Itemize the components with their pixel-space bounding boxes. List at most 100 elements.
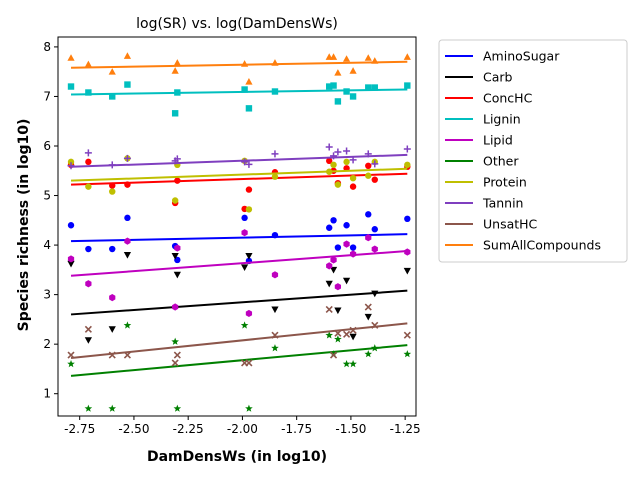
series-unsathc	[67, 303, 411, 367]
trend-line	[70, 344, 408, 377]
data-point	[240, 264, 249, 271]
legend-label: Carb	[483, 70, 513, 85]
data-point	[67, 260, 75, 268]
data-point	[349, 67, 357, 74]
data-point	[109, 293, 116, 302]
x-tick-label: -1.50	[335, 422, 366, 436]
data-point	[334, 148, 342, 156]
x-tick-label: -1.75	[281, 422, 312, 436]
data-point	[326, 262, 333, 270]
legend-item-lipid: Lipid	[445, 133, 513, 148]
data-point	[371, 84, 378, 91]
y-tick-label: 8	[43, 40, 51, 54]
legend-label: AminoSugar	[483, 49, 560, 64]
series-lipid	[67, 229, 411, 318]
data-point	[241, 86, 248, 93]
data-point	[85, 89, 92, 96]
data-point	[240, 321, 249, 329]
x-tick-label: -1.25	[390, 422, 421, 436]
data-point	[343, 222, 350, 229]
data-point	[325, 143, 333, 151]
data-point	[365, 162, 372, 170]
data-point	[171, 337, 179, 345]
y-tick-label: 5	[43, 189, 51, 203]
data-point	[404, 82, 411, 89]
legend: AminoSugar Carb ConcHC Lignin Lipid Other Prot…	[438, 39, 628, 263]
trend-line	[71, 88, 408, 96]
data-point	[245, 206, 253, 213]
series-other	[67, 321, 412, 412]
data-point	[171, 67, 179, 74]
data-point	[245, 160, 253, 168]
data-point	[67, 83, 75, 90]
data-point	[404, 161, 411, 169]
y-tick-label: 4	[43, 238, 51, 252]
data-point	[173, 351, 181, 359]
data-point	[325, 305, 333, 314]
y-tick-label: 6	[43, 139, 51, 153]
x-axis-label: DamDensWs (in log10)	[147, 449, 327, 465]
data-point	[173, 155, 181, 163]
data-point	[343, 88, 350, 95]
data-point	[365, 172, 372, 179]
data-point	[241, 229, 248, 237]
data-point	[172, 303, 179, 311]
data-point	[171, 252, 179, 260]
x-tick-label: -2.00	[227, 422, 258, 436]
data-point	[403, 350, 412, 358]
data-point	[365, 84, 372, 91]
data-point	[329, 351, 338, 359]
data-point	[404, 215, 411, 223]
data-point	[365, 211, 372, 218]
data-point	[84, 337, 92, 344]
data-point	[371, 57, 379, 64]
data-point	[174, 89, 181, 96]
data-point	[245, 186, 253, 193]
x-tick-label: -2.25	[173, 422, 204, 436]
legend-item-lignin: Lignin	[445, 112, 521, 127]
data-point	[349, 174, 357, 182]
data-point	[334, 329, 342, 337]
data-point	[271, 59, 279, 66]
data-point	[326, 224, 333, 231]
data-point	[124, 181, 131, 188]
data-point	[245, 77, 253, 85]
data-point	[371, 290, 379, 298]
data-point	[330, 152, 338, 160]
legend-item-carb: Carb	[445, 70, 513, 85]
plot-area	[57, 36, 417, 417]
trend-line	[70, 153, 408, 168]
data-point	[364, 150, 372, 158]
data-point	[329, 350, 338, 358]
data-point	[271, 173, 279, 180]
data-point	[349, 250, 357, 258]
data-point	[123, 351, 131, 359]
x-tick-label: -2.50	[118, 422, 149, 436]
data-point	[108, 161, 116, 169]
data-point	[364, 350, 373, 358]
y-tick-label: 7	[43, 89, 51, 103]
data-point	[271, 271, 279, 279]
data-point	[109, 93, 116, 100]
data-point	[403, 53, 411, 60]
data-point	[240, 60, 249, 67]
data-point	[370, 344, 379, 352]
data-point	[334, 307, 342, 315]
y-axis-label: Species richness (in log10)	[16, 119, 32, 332]
legend-label: Other	[483, 154, 519, 169]
data-point	[271, 344, 279, 352]
legend-box	[438, 39, 628, 263]
chart-title: log(SR) vs. log(DamDensWs)	[136, 16, 338, 32]
data-point	[371, 245, 378, 253]
data-point	[349, 93, 357, 100]
data-point	[123, 251, 132, 259]
trend-line	[70, 167, 408, 182]
data-point	[325, 331, 334, 339]
data-point	[329, 53, 338, 60]
series-carb	[67, 251, 411, 344]
data-point	[403, 145, 411, 153]
data-point	[245, 359, 253, 367]
data-point	[124, 214, 131, 222]
data-point	[371, 160, 379, 168]
